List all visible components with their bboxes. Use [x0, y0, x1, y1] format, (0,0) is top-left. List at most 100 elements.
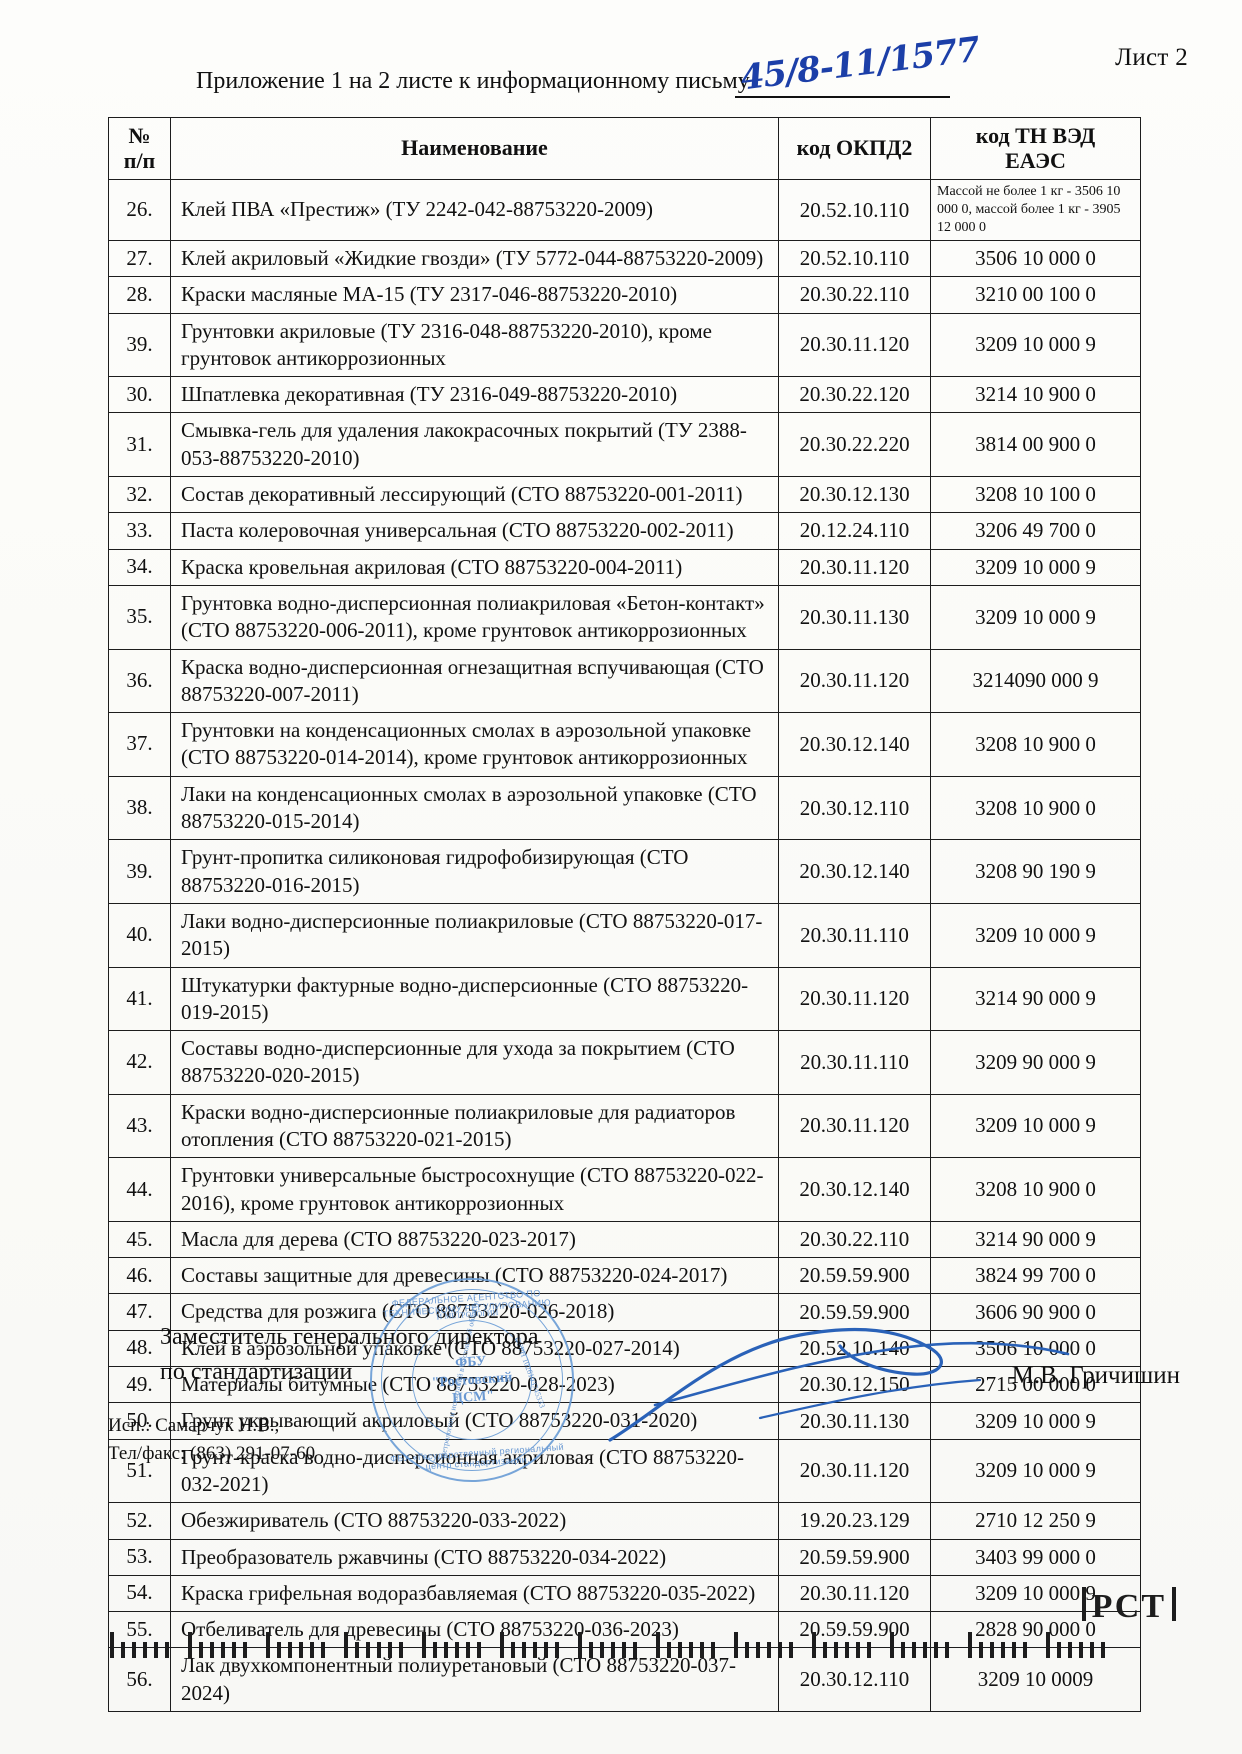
row-tnved-code: 3209 10 000 9: [930, 584, 1141, 650]
row-okpd-code: 20.30.12.110: [778, 1647, 931, 1713]
barcode-bar: [912, 1642, 916, 1658]
row-tnved-code: 3403 99 000 0: [930, 1538, 1141, 1576]
barcode-bar: [444, 1642, 448, 1658]
row-okpd-code: 20.30.12.130: [778, 476, 931, 514]
barcode-bar: [388, 1642, 392, 1658]
barcode-bar: [132, 1642, 136, 1658]
row-number: 31.: [108, 412, 171, 478]
table-row: 54. Краска грифельная водоразбавляемая (С…: [108, 1574, 1141, 1613]
barcode-bar: [890, 1632, 894, 1658]
row-product-name: Лаки водно-дисперсионные полиакриловые (…: [170, 902, 779, 968]
row-okpd-code: 20.30.22.110: [778, 276, 931, 314]
row-product-name: Средства для розжига (СТО 88753220-026-2…: [170, 1293, 779, 1331]
row-okpd-code: 20.30.12.140: [778, 712, 931, 777]
column-header-number-line2: п/п: [123, 147, 156, 173]
row-tnved-code: 3824 99 700 0: [930, 1257, 1141, 1295]
security-barcode-strip: [110, 1628, 1136, 1658]
barcode-bar: [500, 1632, 504, 1658]
table-row: 37. Грунтовки на конденсационных смолах в…: [108, 712, 1141, 777]
table-row: 28. Краски масляные МА-15 (ТУ 2317-046-88…: [108, 276, 1141, 314]
row-tnved-code: 3209 10 0009: [930, 1647, 1141, 1713]
row-tnved-code: 2828 90 000 0: [930, 1611, 1141, 1649]
row-okpd-code: 20.30.11.110: [778, 1030, 931, 1095]
row-number: 46.: [108, 1257, 171, 1295]
row-number: 52.: [108, 1502, 171, 1540]
barcode-bar: [812, 1632, 816, 1658]
row-tnved-code: 3208 10 900 0: [930, 775, 1141, 841]
table-row: 42. Составы водно-дисперсионные для ухода…: [108, 1030, 1141, 1095]
row-number: 26.: [108, 179, 171, 241]
barcode-bar: [1001, 1642, 1005, 1658]
barcode-bar: [366, 1642, 370, 1658]
barcode-bar: [611, 1642, 615, 1658]
column-header-tnved-line2: ЕАЭС: [1005, 147, 1066, 173]
row-tnved-code: 3208 10 100 0: [930, 476, 1141, 514]
row-tnved-code: 3209 10 000 9: [930, 312, 1141, 378]
table-row: 38. Лаки на конденсационных смолах в аэро…: [108, 775, 1141, 841]
row-product-name: Лак двухкомпонентный полиуретановый (СТО…: [170, 1647, 779, 1713]
barcode-bar: [299, 1642, 303, 1658]
row-number: 35.: [108, 584, 171, 650]
barcode-bar: [1101, 1642, 1105, 1658]
column-header-tnved-line1: код ТН ВЭД: [975, 123, 1096, 148]
barcode-bar: [1079, 1642, 1083, 1658]
row-okpd-code: 20.30.22.120: [778, 376, 931, 414]
barcode-bar: [266, 1632, 270, 1658]
barcode-bar: [622, 1642, 626, 1658]
row-product-name: Шпатлевка декоративная (ТУ 2316-049-8875…: [170, 376, 779, 414]
barcode-bar: [288, 1642, 292, 1658]
row-number: 39.: [108, 312, 171, 378]
barcode-bar: [344, 1632, 348, 1658]
row-number: 50.: [108, 1402, 171, 1440]
row-product-name: Преобразователь ржавчины (СТО 88753220-0…: [170, 1538, 779, 1576]
barcode-bar: [477, 1642, 481, 1658]
barcode-bar: [433, 1642, 437, 1658]
barcode-bar: [990, 1642, 994, 1658]
barcode-bar: [455, 1642, 459, 1658]
row-tnved-code: 3206 49 700 0: [930, 512, 1141, 550]
row-number: 33.: [108, 512, 171, 550]
row-product-name: Краски масляные МА-15 (ТУ 2317-046-88753…: [170, 276, 779, 314]
row-product-name: Грунтовки универсальные быстросохнущие (…: [170, 1157, 779, 1222]
barcode-bar: [121, 1642, 125, 1658]
barcode-bar: [232, 1642, 236, 1658]
barcode-bar: [789, 1642, 793, 1658]
table-row: 46. Составы защитные для древесины (СТО 8…: [108, 1257, 1141, 1295]
table-row: 52. Обезжириватель (СТО 88753220-033-2022…: [108, 1502, 1141, 1540]
barcode-bar: [734, 1632, 738, 1658]
row-product-name: Грунт-краска водно-дисперсионная акрилов…: [170, 1438, 779, 1504]
table-row: 26. Клей ПВА «Престиж» (ТУ 2242-042-88753…: [108, 179, 1141, 241]
table-row: 39. Грунтовки акриловые (ТУ 2316-048-8875…: [108, 312, 1141, 378]
row-number: 27.: [108, 239, 171, 278]
row-number: 55.: [108, 1611, 171, 1649]
row-product-name: Обезжириватель (СТО 88753220-033-2022): [170, 1502, 779, 1540]
row-product-name: Грунтовки акриловые (ТУ 2316-048-8875322…: [170, 312, 779, 378]
row-okpd-code: 20.30.11.120: [778, 1574, 931, 1613]
signer-title-line1: Заместитель генерального директора: [160, 1324, 539, 1350]
barcode-bar: [767, 1642, 771, 1658]
barcode-bar: [578, 1632, 582, 1658]
table-header-row: № п/п Наименование код ОКПД2 код ТН ВЭД …: [108, 116, 1141, 181]
row-product-name: Краска кровельная акриловая (СТО 8875322…: [170, 548, 779, 586]
row-number: 37.: [108, 712, 171, 777]
barcode-bar: [221, 1642, 225, 1658]
row-number: 54.: [108, 1574, 171, 1613]
row-product-name: Клей ПВА «Престиж» (ТУ 2242-042-88753220…: [170, 179, 779, 241]
handwritten-letter-number: 45/8-11/1577: [738, 29, 982, 99]
barcode-bar: [667, 1642, 671, 1658]
row-number: 38.: [108, 775, 171, 841]
barcode-bar: [979, 1642, 983, 1658]
row-tnved-code: 3210 00 100 0: [930, 276, 1141, 314]
row-product-name: Составы водно-дисперсионные для ухода за…: [170, 1030, 779, 1095]
row-okpd-code: 20.30.22.220: [778, 412, 931, 478]
row-okpd-code: 20.52.10.110: [778, 179, 931, 241]
executor-name: Исп.: Самарчук Н.В.,: [108, 1415, 280, 1436]
row-tnved-code: 3214 10 900 0: [930, 376, 1141, 414]
table-row: 30. Шпатлевка декоративная (ТУ 2316-049-8…: [108, 376, 1141, 414]
row-number: 45.: [108, 1220, 171, 1259]
barcode-bar: [1057, 1642, 1061, 1658]
row-number: 56.: [108, 1647, 171, 1713]
signer-title: Заместитель генерального директора по ст…: [160, 1320, 539, 1390]
table-row: 31. Смывка-гель для удаления лакокрасочны…: [108, 412, 1141, 478]
